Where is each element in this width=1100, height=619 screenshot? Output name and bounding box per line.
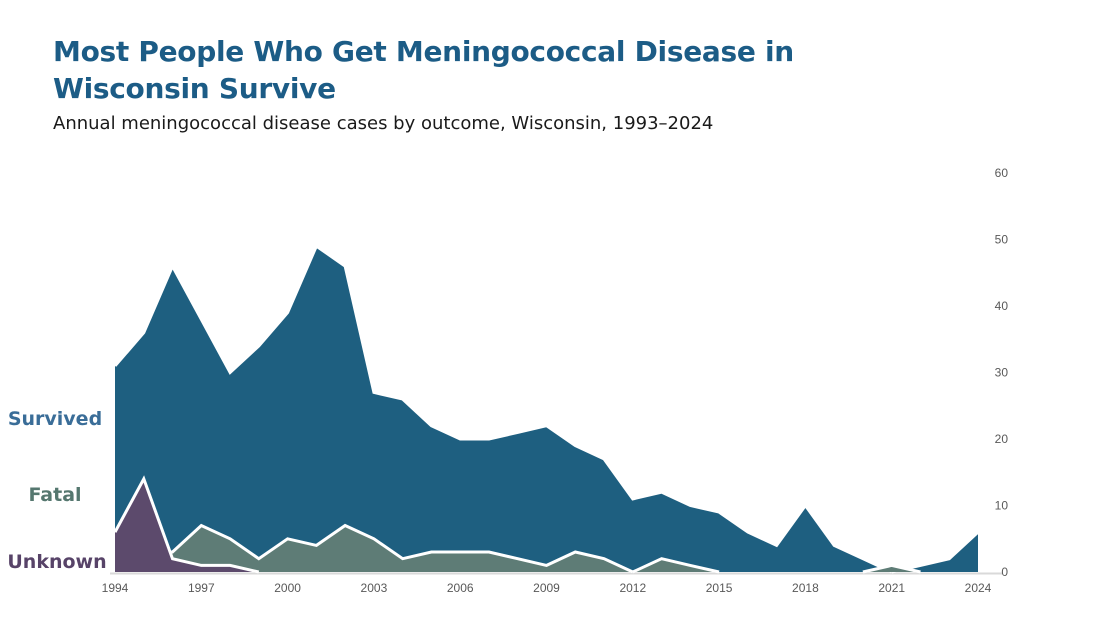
x-tick-2021: 2021 <box>878 581 905 595</box>
y-tick-20: 20 <box>995 432 1009 446</box>
y-tick-30: 30 <box>995 366 1009 380</box>
area-fatal <box>632 558 720 572</box>
x-tick-2012: 2012 <box>619 581 646 595</box>
y-tick-0: 0 <box>1001 565 1008 579</box>
area-outline-fatal <box>114 523 634 574</box>
area-outline-fatal <box>632 557 720 574</box>
y-tick-50: 50 <box>995 233 1009 247</box>
y-tick-60: 60 <box>995 166 1009 180</box>
area-outline-unknown <box>113 475 260 574</box>
x-tick-2024: 2024 <box>965 581 992 595</box>
chart-subtitle: Annual meningococcal disease cases by ou… <box>53 113 714 134</box>
area-survived <box>891 532 978 572</box>
series-label-unknown: Unknown <box>7 551 106 573</box>
x-tick-1994: 1994 <box>102 581 129 595</box>
series-label-survived: Survived <box>8 408 102 430</box>
x-tick-2006: 2006 <box>447 581 474 595</box>
area-outline-survived <box>113 243 893 574</box>
x-tick-2003: 2003 <box>361 581 388 595</box>
chart-header: Most People Who Get Meningococcal Diseas… <box>53 33 813 134</box>
area-fatal <box>862 565 921 572</box>
area-survived <box>115 246 892 572</box>
area-fatal <box>115 525 633 572</box>
x-tick-2000: 2000 <box>274 581 301 595</box>
chart-title: Most People Who Get Meningococcal Diseas… <box>53 35 794 105</box>
x-tick-2015: 2015 <box>706 581 733 595</box>
y-tick-40: 40 <box>995 299 1009 313</box>
y-tick-10: 10 <box>995 499 1009 513</box>
x-tick-2009: 2009 <box>533 581 560 595</box>
area-outline-fatal <box>862 563 921 574</box>
x-tick-1997: 1997 <box>188 581 215 595</box>
x-tick-2018: 2018 <box>792 581 819 595</box>
series-label-fatal: Fatal <box>28 484 81 506</box>
